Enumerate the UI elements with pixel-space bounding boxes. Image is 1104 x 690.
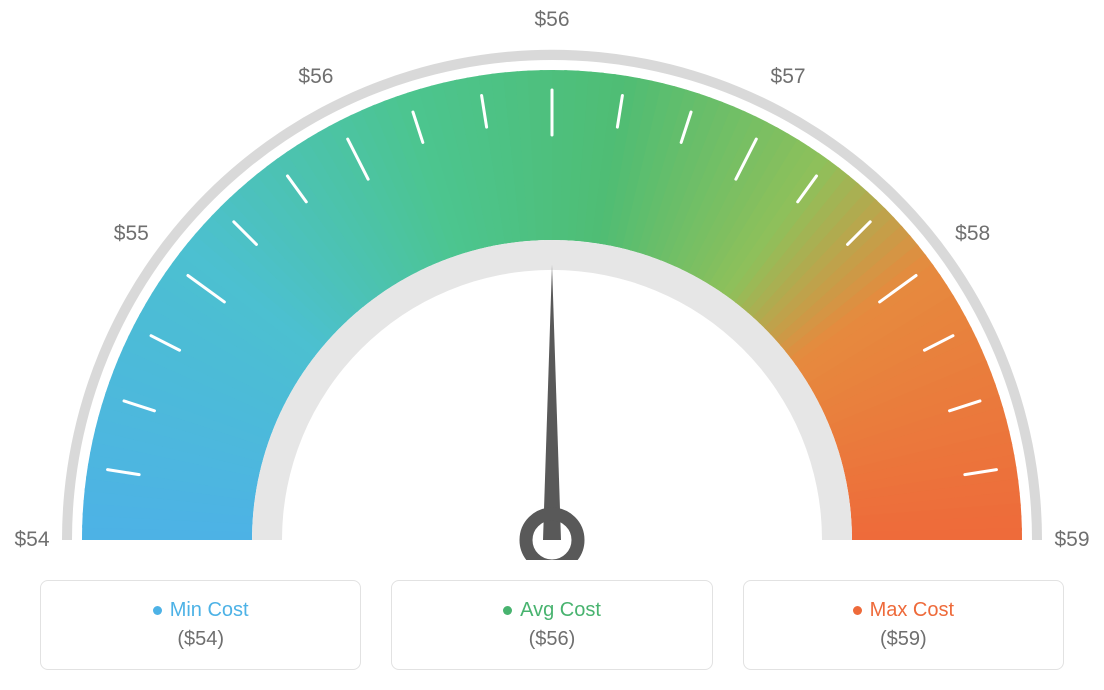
gauge-scale-label: $56 bbox=[534, 8, 569, 32]
gauge-scale-label: $55 bbox=[114, 222, 149, 246]
gauge-chart: $54 $55 $56 $56 $57 $58 $59 bbox=[0, 0, 1104, 560]
legend-dot-max bbox=[853, 606, 862, 615]
gauge-svg bbox=[0, 0, 1104, 560]
legend-value-max: ($59) bbox=[880, 628, 927, 651]
legend-row: Min Cost ($54) Avg Cost ($56) Max Cost (… bbox=[40, 580, 1064, 670]
legend-title-avg: Avg Cost bbox=[503, 599, 601, 622]
legend-title-min: Min Cost bbox=[153, 599, 249, 622]
gauge-scale-label: $58 bbox=[955, 222, 990, 246]
gauge-scale-label: $56 bbox=[298, 65, 333, 89]
gauge-scale-label: $57 bbox=[771, 65, 806, 89]
legend-label-avg: Avg Cost bbox=[520, 599, 601, 622]
legend-dot-avg bbox=[503, 606, 512, 615]
legend-value-avg: ($56) bbox=[529, 628, 576, 651]
legend-title-max: Max Cost bbox=[853, 599, 954, 622]
legend-dot-min bbox=[153, 606, 162, 615]
legend-label-min: Min Cost bbox=[170, 599, 249, 622]
legend-card-min: Min Cost ($54) bbox=[40, 580, 361, 670]
gauge-scale-label: $59 bbox=[1054, 528, 1089, 552]
legend-label-max: Max Cost bbox=[870, 599, 954, 622]
legend-card-max: Max Cost ($59) bbox=[743, 580, 1064, 670]
legend-value-min: ($54) bbox=[177, 628, 224, 651]
legend-card-avg: Avg Cost ($56) bbox=[391, 580, 712, 670]
gauge-scale-label: $54 bbox=[14, 528, 49, 552]
